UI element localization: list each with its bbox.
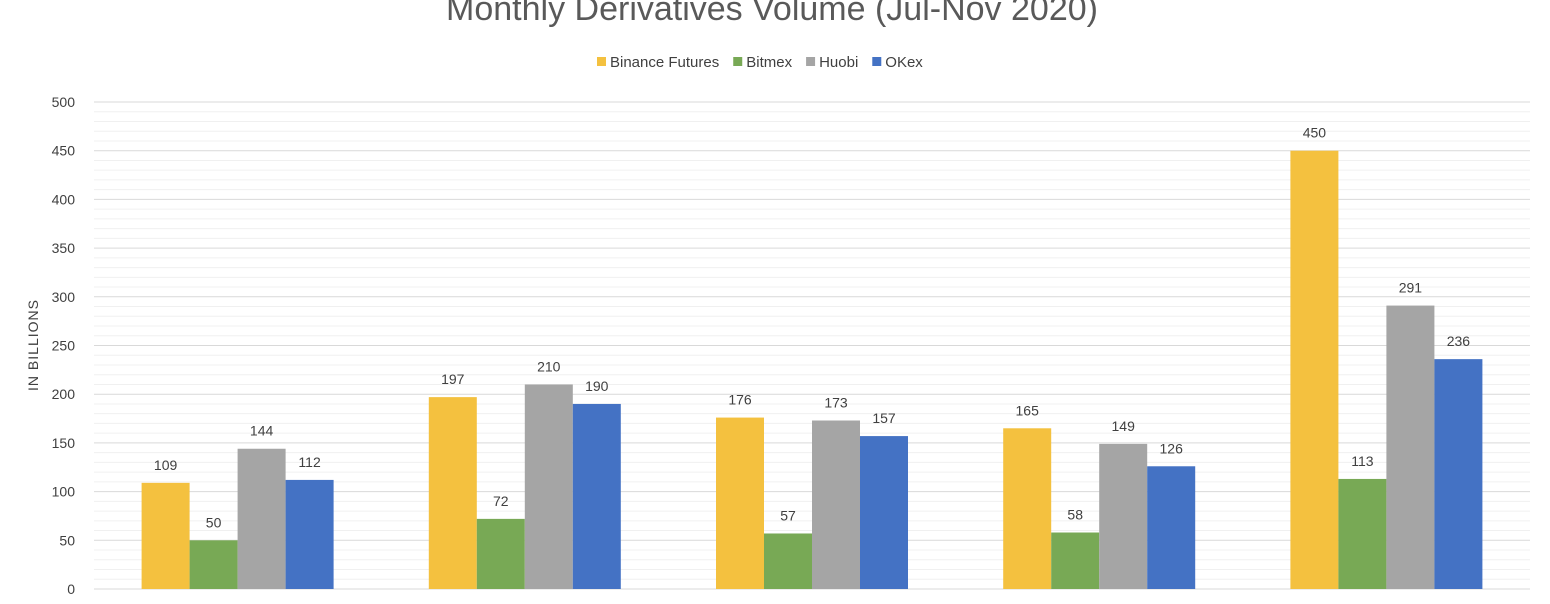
bar bbox=[189, 540, 238, 589]
legend-swatch bbox=[733, 57, 743, 66]
data-label: 157 bbox=[872, 410, 896, 426]
bar bbox=[1099, 443, 1148, 589]
data-label: 210 bbox=[537, 358, 561, 374]
y-tick-label: 300 bbox=[52, 289, 76, 305]
data-label: 50 bbox=[206, 514, 222, 530]
y-tick-label: 500 bbox=[52, 94, 76, 110]
bar bbox=[285, 479, 334, 589]
chart-title: Monthly Derivatives Volume (Jul-Nov 2020… bbox=[446, 0, 1098, 28]
data-label: 113 bbox=[1351, 453, 1374, 469]
bar bbox=[476, 518, 525, 589]
legend-label: OKex bbox=[885, 54, 923, 71]
bar bbox=[1338, 478, 1387, 589]
bars bbox=[141, 150, 1483, 589]
data-label: 112 bbox=[298, 454, 321, 470]
data-labels: 109 50 144 112 197 72 210 190 176 57 173 157 165 58 14… bbox=[154, 125, 1470, 531]
legend-swatch bbox=[872, 57, 882, 66]
legend-item: Huobi bbox=[806, 54, 858, 71]
legend-label: Binance Futures bbox=[610, 54, 719, 71]
data-label: 176 bbox=[728, 392, 752, 408]
legend-item: Binance Futures bbox=[597, 54, 719, 71]
bar bbox=[1147, 466, 1196, 589]
legend-swatch bbox=[806, 57, 816, 66]
bar bbox=[428, 397, 477, 589]
data-label: 197 bbox=[441, 371, 465, 387]
y-axis-ticks: 0 50 100 150 200 250 300 350 400 450 500 bbox=[52, 94, 76, 597]
data-label: 236 bbox=[1447, 333, 1471, 349]
bar bbox=[1386, 305, 1435, 589]
data-label: 109 bbox=[154, 457, 178, 473]
y-tick-label: 0 bbox=[67, 581, 75, 597]
bar bbox=[1290, 150, 1339, 589]
bar bbox=[524, 384, 573, 589]
y-tick-label: 150 bbox=[52, 435, 76, 451]
legend-label: Bitmex bbox=[746, 54, 792, 71]
legend: Binance Futures Bitmex Huobi OKex bbox=[597, 54, 923, 71]
y-tick-label: 250 bbox=[52, 338, 76, 354]
legend-label: Huobi bbox=[819, 54, 858, 71]
bar bbox=[1003, 428, 1052, 589]
bar bbox=[141, 482, 190, 589]
y-tick-label: 400 bbox=[52, 191, 76, 207]
data-label: 58 bbox=[1067, 507, 1083, 523]
bar bbox=[764, 533, 812, 589]
bar bbox=[237, 448, 286, 589]
legend-item: OKex bbox=[872, 54, 923, 71]
y-tick-label: 200 bbox=[52, 386, 76, 402]
data-label: 291 bbox=[1399, 280, 1423, 296]
data-label: 72 bbox=[493, 493, 509, 509]
bar bbox=[572, 403, 621, 589]
data-label: 126 bbox=[1160, 440, 1184, 456]
data-label: 450 bbox=[1303, 125, 1327, 141]
data-label: 190 bbox=[585, 378, 609, 394]
y-tick-label: 450 bbox=[52, 143, 76, 159]
data-label: 173 bbox=[824, 394, 848, 410]
y-axis-label: IN BILLIONS bbox=[25, 299, 41, 391]
data-label: 165 bbox=[1016, 402, 1040, 418]
y-tick-label: 350 bbox=[52, 240, 76, 256]
bar bbox=[716, 417, 764, 589]
legend-swatch bbox=[597, 57, 606, 66]
bar bbox=[1051, 532, 1100, 589]
bar bbox=[860, 436, 908, 589]
data-label: 144 bbox=[250, 423, 274, 439]
data-label: 149 bbox=[1112, 418, 1136, 434]
legend-item: Bitmex bbox=[733, 54, 793, 71]
bar bbox=[812, 420, 860, 589]
y-tick-label: 100 bbox=[52, 484, 76, 500]
data-label: 57 bbox=[780, 507, 796, 523]
y-tick-label: 50 bbox=[59, 532, 75, 548]
bar bbox=[1434, 359, 1483, 589]
